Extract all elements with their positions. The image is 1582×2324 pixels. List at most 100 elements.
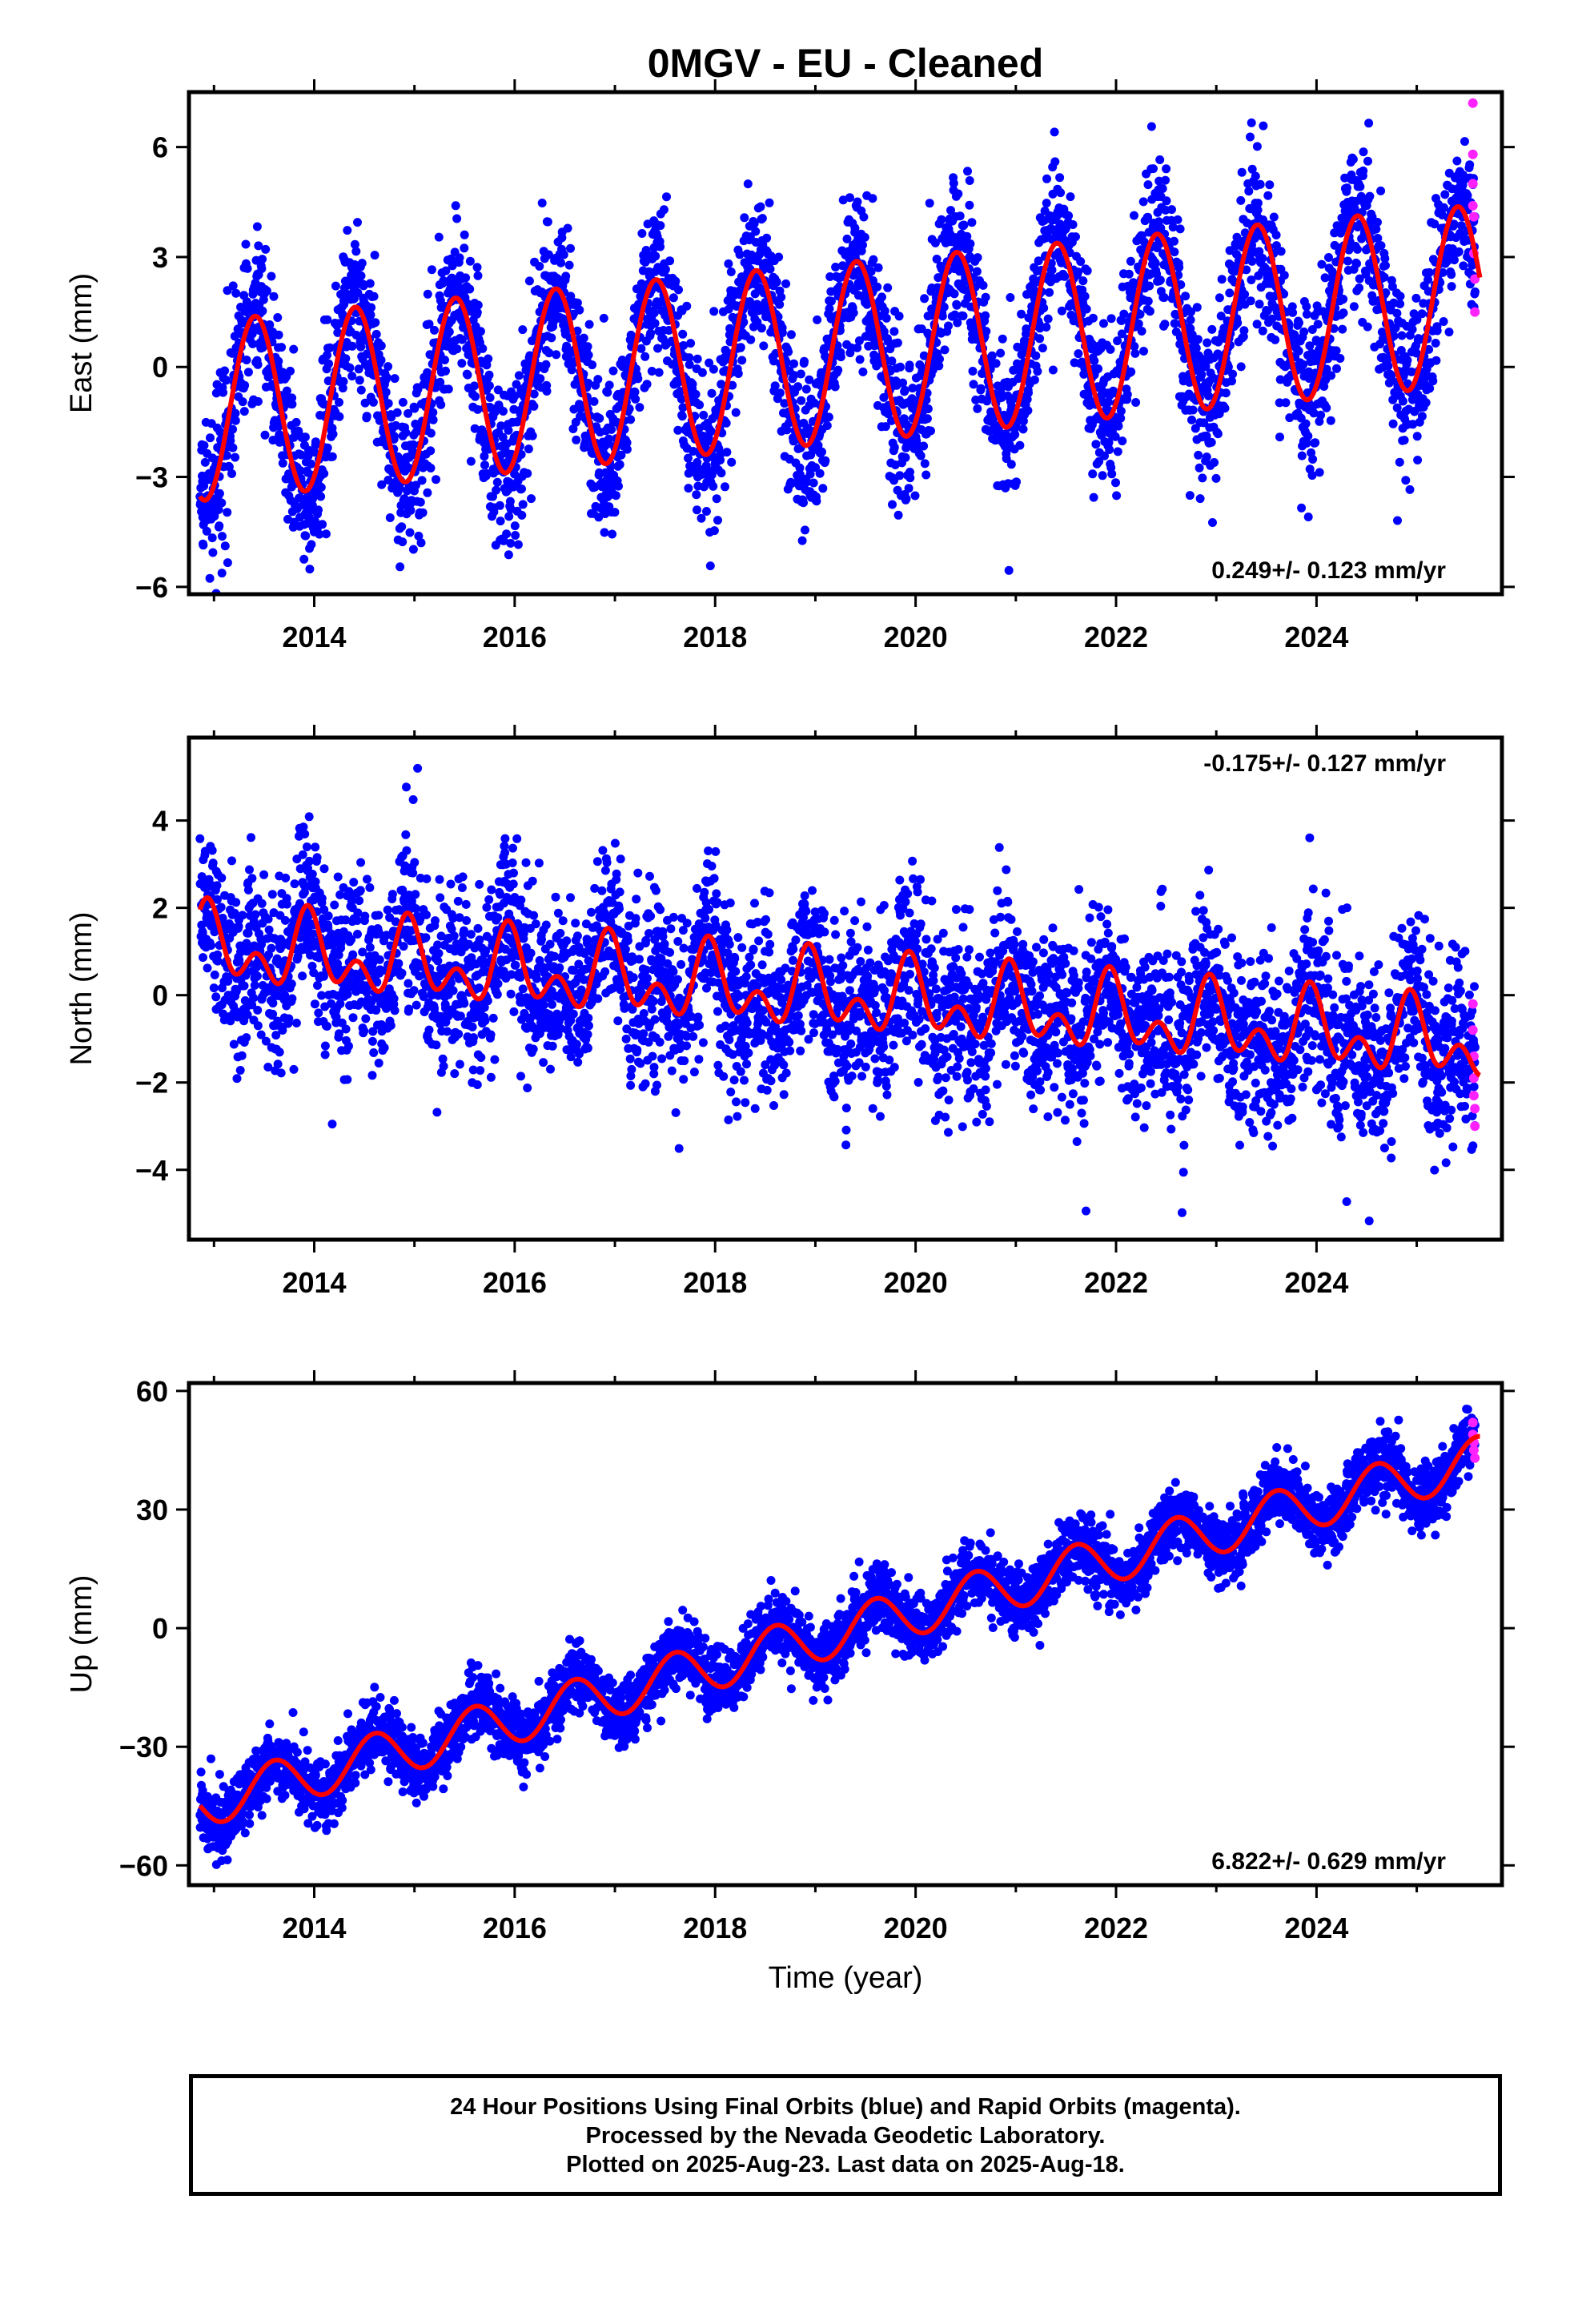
data-point <box>836 352 845 362</box>
data-point <box>1225 288 1235 298</box>
data-point <box>360 911 370 921</box>
data-point <box>579 333 588 343</box>
data-point <box>600 528 609 537</box>
data-point <box>888 500 897 509</box>
data-point <box>1403 356 1412 365</box>
data-point <box>493 385 503 395</box>
data-point <box>608 529 617 539</box>
data-point <box>726 267 736 276</box>
data-point <box>414 531 424 541</box>
data-point <box>1068 220 1078 229</box>
data-point <box>220 366 230 376</box>
data-point <box>846 343 856 352</box>
data-point <box>273 1016 283 1026</box>
data-point <box>1185 491 1195 501</box>
data-point <box>389 432 399 441</box>
data-point <box>889 443 899 452</box>
data-point <box>1439 317 1448 326</box>
data-point <box>1186 307 1195 316</box>
data-point <box>365 943 375 952</box>
data-point <box>234 922 243 931</box>
data-point <box>251 910 260 919</box>
data-point <box>312 853 322 862</box>
data-point <box>222 376 231 385</box>
data-point <box>295 466 305 476</box>
data-point <box>575 305 584 315</box>
data-point <box>231 408 240 418</box>
data-point <box>1048 365 1058 375</box>
data-point <box>1199 418 1209 428</box>
data-point <box>350 239 359 249</box>
data-point <box>689 447 698 456</box>
data-point <box>1193 335 1203 344</box>
data-point <box>484 354 493 364</box>
data-point <box>457 359 467 368</box>
data-point <box>853 197 862 207</box>
data-point <box>428 408 438 417</box>
data-point <box>222 451 231 460</box>
data-point <box>275 421 283 431</box>
data-point <box>1405 485 1415 494</box>
data-point <box>230 332 239 341</box>
data-point <box>1223 362 1233 372</box>
data-point <box>338 384 347 393</box>
data-point <box>231 452 240 462</box>
data-point <box>1112 491 1122 501</box>
data-point <box>709 364 718 374</box>
data-point <box>775 300 785 309</box>
data-point <box>331 281 340 291</box>
data-point <box>607 424 616 434</box>
data-point <box>353 930 362 939</box>
data-point <box>1208 518 1217 527</box>
rapid-orbit-point <box>1468 98 1478 108</box>
data-point <box>347 372 357 381</box>
data-point <box>987 351 997 360</box>
data-point <box>793 382 803 392</box>
data-point <box>774 252 784 262</box>
data-point <box>361 1014 371 1023</box>
data-point <box>253 396 263 406</box>
data-point <box>536 374 545 384</box>
data-point <box>1381 261 1390 270</box>
data-point <box>296 450 306 460</box>
data-point <box>883 336 893 346</box>
data-point <box>1076 257 1086 266</box>
data-point <box>1332 364 1341 373</box>
data-point <box>954 189 963 199</box>
data-point <box>542 387 552 396</box>
y-axis-label: East (mm) <box>65 273 98 413</box>
data-point <box>1001 429 1010 439</box>
data-point <box>1227 376 1236 386</box>
data-point <box>1211 473 1221 483</box>
data-point <box>976 384 986 393</box>
data-point <box>1376 186 1386 195</box>
data-point <box>455 253 464 263</box>
data-point <box>1376 241 1386 251</box>
data-point <box>1465 160 1475 170</box>
data-point <box>407 605 416 614</box>
data-point <box>1187 415 1196 424</box>
data-point <box>1322 403 1331 412</box>
data-point <box>371 318 380 328</box>
data-point <box>1030 375 1039 384</box>
data-point <box>665 326 673 335</box>
data-point <box>1407 367 1416 376</box>
data-point <box>496 421 506 431</box>
data-point <box>1425 384 1435 393</box>
data-point <box>485 393 495 402</box>
rapid-orbit-point <box>1468 149 1478 159</box>
data-point <box>343 1075 352 1084</box>
data-point <box>1275 375 1285 384</box>
data-point <box>258 306 267 316</box>
data-point <box>921 395 931 404</box>
data-point <box>457 335 467 344</box>
data-point <box>506 538 516 548</box>
data-point <box>256 1030 266 1039</box>
data-point <box>423 488 432 497</box>
data-point <box>757 214 767 223</box>
data-point <box>387 412 396 422</box>
data-point <box>1240 290 1250 300</box>
data-point <box>1080 292 1090 301</box>
data-point <box>496 517 505 526</box>
data-point <box>1379 272 1389 282</box>
